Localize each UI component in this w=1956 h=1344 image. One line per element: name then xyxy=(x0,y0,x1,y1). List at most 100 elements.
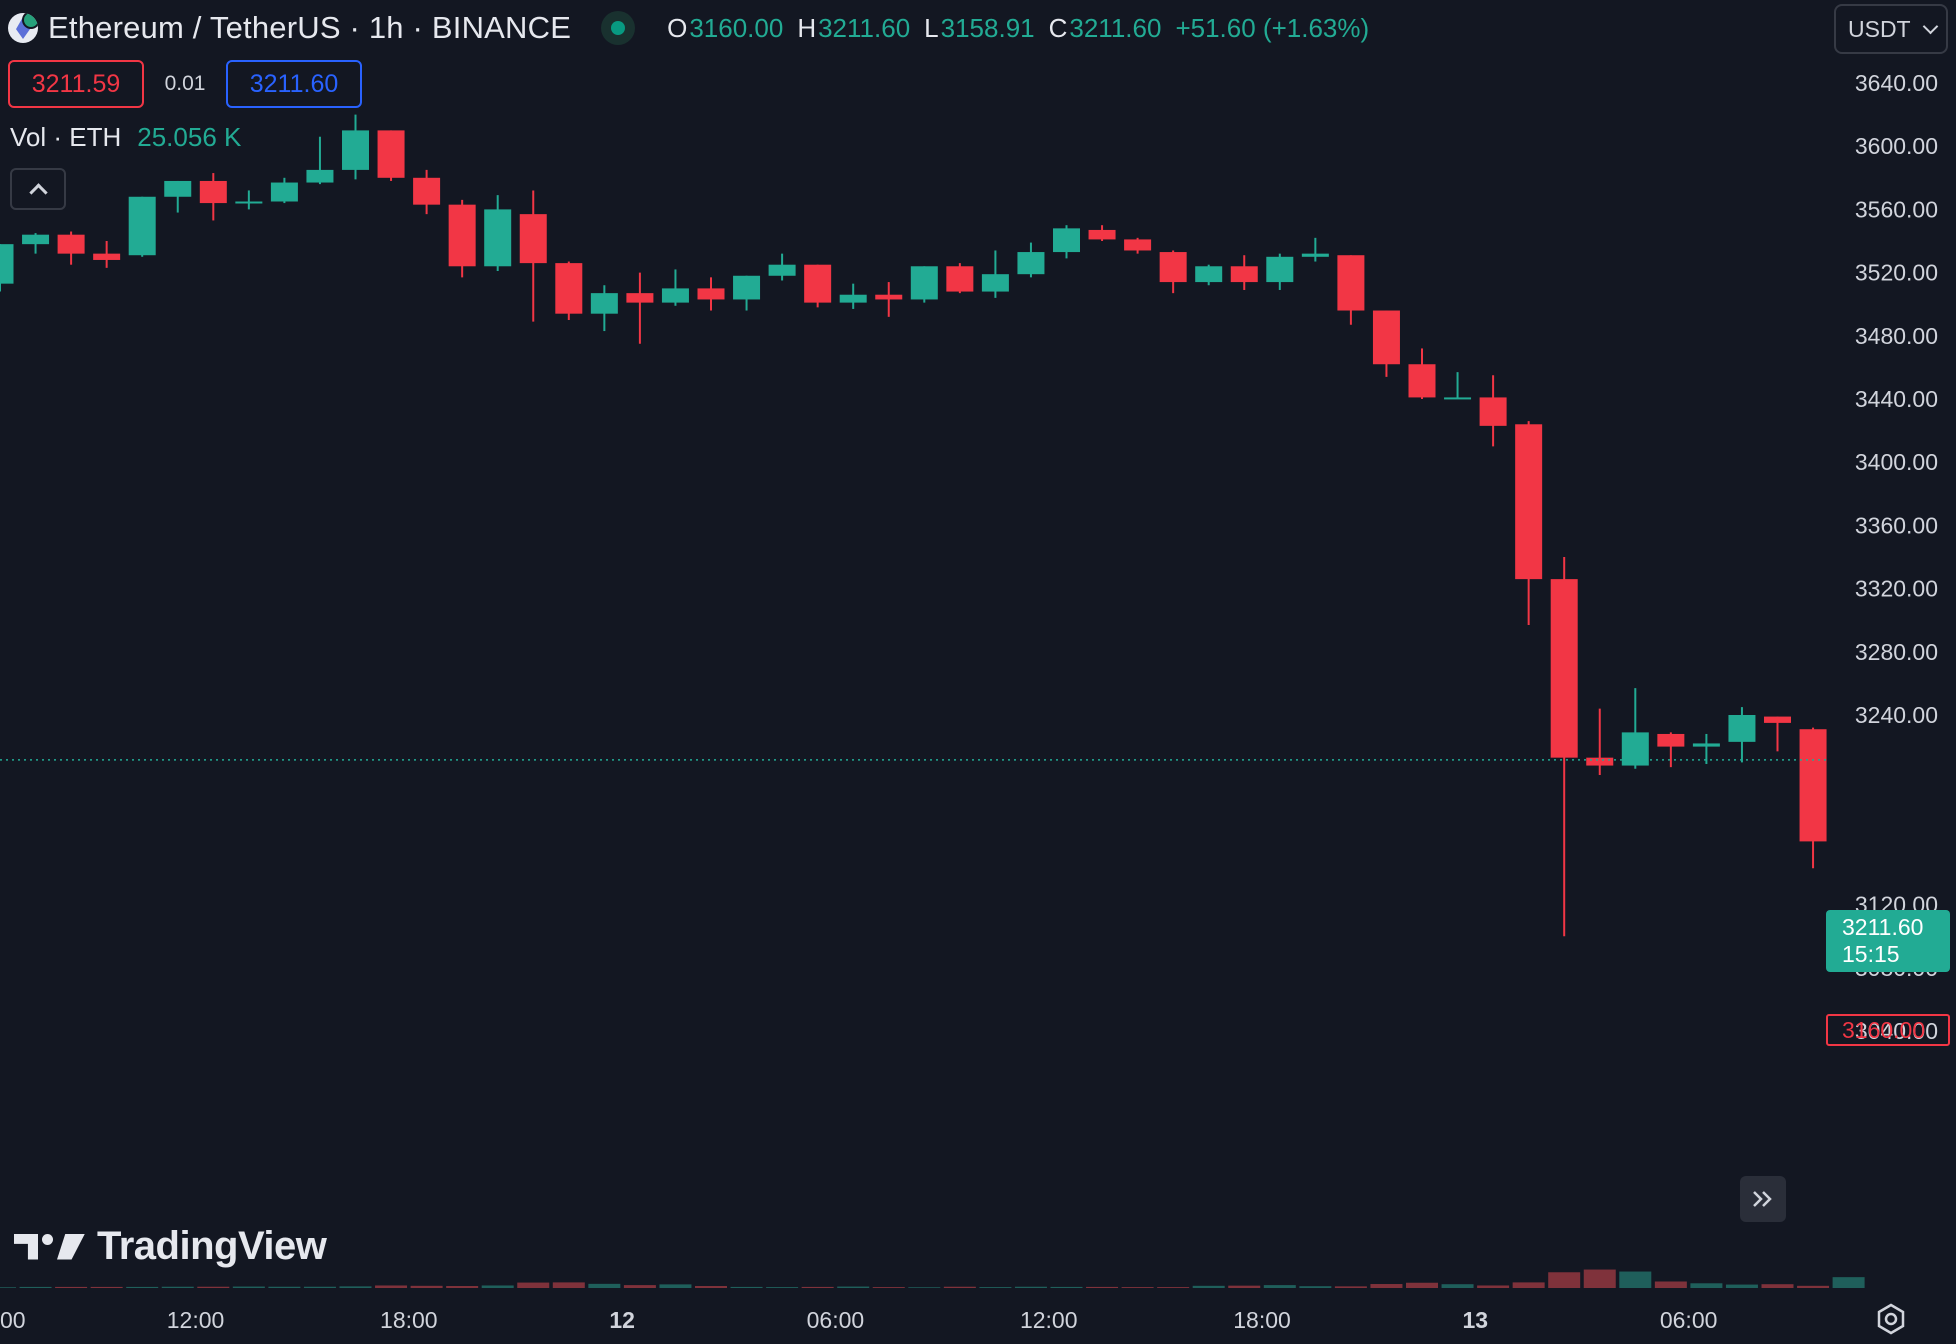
volume-bar xyxy=(55,1286,88,1288)
time-axis-label: 06:00 xyxy=(807,1307,865,1333)
volume-bar xyxy=(90,1286,123,1288)
candle-body xyxy=(875,294,903,300)
volume-bar xyxy=(1050,1286,1083,1288)
volume-bar xyxy=(908,1287,941,1288)
bar-countdown: 15:15 xyxy=(1842,941,1900,967)
price-axis-label: 3480.00 xyxy=(1855,323,1938,349)
ethereum-tether-icon xyxy=(8,13,38,43)
time-axis[interactable]: 00 12:00 18:00 12 06:00 12:00 18:00 13 06:00 xyxy=(0,1307,1717,1333)
price-axis-label: 3360.00 xyxy=(1855,512,1938,538)
candle-body xyxy=(519,214,547,264)
candle-body xyxy=(697,288,725,300)
candle-body xyxy=(128,196,156,256)
price-axis-label: 3040.00 xyxy=(1855,1018,1938,1044)
candlestick-series xyxy=(0,114,1827,937)
volume-bar xyxy=(410,1285,443,1288)
candle-body xyxy=(448,204,476,267)
volume-bar xyxy=(801,1286,834,1288)
volume-bar xyxy=(1299,1286,1332,1288)
volume-bar xyxy=(1654,1281,1687,1288)
candle-body xyxy=(1444,397,1472,400)
candle-body xyxy=(661,288,689,303)
candle-body xyxy=(1195,266,1223,283)
close-value: 3211.60 xyxy=(1069,12,1162,43)
candle-body xyxy=(1586,757,1614,766)
candle-body xyxy=(839,294,867,303)
candle-body xyxy=(1301,253,1329,257)
candle-body xyxy=(626,293,654,303)
chevron-down-icon xyxy=(1922,18,1939,34)
volume-bar xyxy=(552,1282,585,1288)
time-axis-label: 06:00 xyxy=(1660,1307,1718,1333)
volume-bar xyxy=(126,1286,159,1288)
volume-bar xyxy=(446,1286,479,1288)
time-axis-label: 00 xyxy=(0,1307,26,1333)
symbol-title[interactable]: Ethereum / TetherUS · 1h · BINANCE xyxy=(48,10,572,45)
price-axis-label: 3400.00 xyxy=(1855,449,1938,475)
price-axis-label: 3440.00 xyxy=(1855,386,1938,412)
volume-bar xyxy=(730,1286,763,1288)
volume-bar xyxy=(1014,1286,1047,1288)
volume-bar xyxy=(837,1286,870,1288)
candle-body xyxy=(1017,252,1045,275)
candle-body xyxy=(164,180,192,197)
volume-bar xyxy=(19,1286,52,1288)
chart-legend-header: Ethereum / TetherUS · 1h · BINANCE O 3160… xyxy=(8,8,1369,48)
volume-bar xyxy=(695,1286,727,1288)
volume-bar xyxy=(1157,1287,1190,1288)
price-axis-label: 3280.00 xyxy=(1855,639,1938,665)
candle-body xyxy=(306,169,334,183)
time-axis-label: 12:00 xyxy=(167,1307,225,1333)
candle-body xyxy=(270,182,298,202)
buy-button[interactable]: 3211.60 xyxy=(226,60,362,108)
candle-body xyxy=(1515,424,1543,580)
volume-bar xyxy=(161,1286,194,1288)
candle-body xyxy=(1088,229,1116,240)
time-axis-label: 18:00 xyxy=(1233,1307,1291,1333)
candle-body xyxy=(413,177,441,205)
candle-body xyxy=(1764,716,1791,723)
candle-body xyxy=(1799,729,1827,842)
time-axis-label: 18:00 xyxy=(380,1307,438,1333)
scroll-to-realtime-button[interactable] xyxy=(1740,1176,1786,1222)
volume-bar xyxy=(1406,1282,1438,1288)
candle-body xyxy=(1550,579,1578,758)
volume-legend[interactable]: Vol · ETH 25.056 K xyxy=(10,122,241,153)
double-chevron-right-icon xyxy=(1753,1191,1772,1207)
volume-bar xyxy=(232,1286,265,1288)
open-value: 3160.00 xyxy=(689,12,784,43)
volume-value: 25.056 K xyxy=(137,122,242,152)
candle-body xyxy=(981,274,1009,292)
candle-body xyxy=(1692,743,1720,747)
time-axis-label: 12:00 xyxy=(1020,1307,1078,1333)
volume-bar xyxy=(1548,1272,1581,1288)
tradingview-logo[interactable]: TradingView xyxy=(14,1224,327,1269)
candle-body xyxy=(1372,310,1400,365)
sell-button[interactable]: 3211.59 xyxy=(8,60,144,108)
price-axis-label: 3640.00 xyxy=(1855,70,1938,96)
currency-select[interactable]: USDT xyxy=(1834,4,1948,54)
volume-bar xyxy=(1725,1284,1758,1288)
low-key: L xyxy=(924,12,939,43)
market-open-dot-icon[interactable] xyxy=(601,11,636,45)
open-key: O xyxy=(667,12,688,43)
candle-body xyxy=(22,234,50,245)
volume-bar xyxy=(1192,1285,1225,1288)
volume-bar xyxy=(1512,1282,1545,1288)
candle-body xyxy=(910,266,938,300)
volume-bar xyxy=(1761,1284,1794,1288)
collapse-legend-button[interactable] xyxy=(10,168,66,210)
last-price-tag: 3211.60 15:15 xyxy=(1826,910,1950,972)
settings-gear-icon[interactable] xyxy=(1874,1302,1908,1341)
candle-body xyxy=(946,266,974,292)
high-value: 3211.60 xyxy=(818,12,911,43)
tradingview-wordmark: TradingView xyxy=(97,1224,327,1268)
tradingview-mark-icon xyxy=(14,1233,85,1260)
candle-body xyxy=(590,293,618,314)
candle-body xyxy=(1479,397,1507,426)
volume-bar xyxy=(1370,1284,1403,1288)
volume-bar xyxy=(659,1284,692,1288)
candle-body xyxy=(768,264,796,276)
price-change: +51.60 (+1.63%) xyxy=(1175,12,1370,43)
